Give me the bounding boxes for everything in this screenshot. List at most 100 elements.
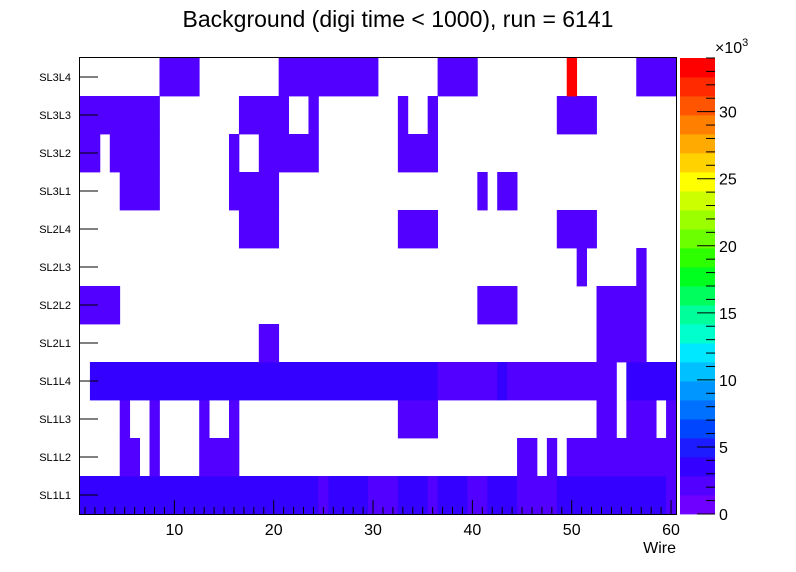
heatmap-cell-sl1l3-wire-56 [626,400,657,439]
color-scale-swatch [680,77,715,97]
x-tick-label-50: 50 [563,522,581,539]
color-scale-swatch [680,172,715,192]
heatmap-cell-sl1l1-wire-25 [318,476,329,515]
color-scale-swatch [680,229,715,249]
color-scale-label-30: 30 [719,105,737,122]
color-scale-swatch [680,248,715,268]
plot-frame [79,57,677,515]
color-scale-swatch [680,495,715,515]
x-axis-title: Wire [643,540,676,557]
color-scale-swatch [680,324,715,344]
color-scale-swatch [680,58,715,78]
heatmap-cell-sl1l1-wire-1 [80,476,319,515]
y-tick-label-sl2l3: SL2L3 [39,262,71,274]
heatmap-cell-sl3l1-wire-5 [119,172,160,211]
color-scale-swatch [680,153,715,173]
heatmap-cell-sl3l3-wire-36 [427,96,438,135]
heatmap-cell-sl1l2-wire-45 [517,438,538,477]
y-tick-label-sl1l3: SL1L3 [39,414,71,426]
heatmap-cell-sl1l2-wire-50 [566,438,677,477]
heatmap-cell-sl3l4-wire-9 [159,58,200,97]
heatmap-cell-sl3l3-wire-17 [238,96,289,135]
heatmap-cell-sl1l1-wire-40 [467,476,488,515]
color-scale-label-15: 15 [719,306,737,323]
heatmap-cell-sl3l3-wire-33 [397,96,409,135]
chart-title: Background (digi time < 1000), run = 614… [183,6,614,32]
heatmap-cell-sl1l3-wire-33 [397,400,438,439]
heatmap-cell-sl3l3-wire-24 [308,96,319,135]
heatmap-cell-sl1l4-wire-37 [437,362,498,401]
heatmap-cell-sl2l2-wire-41 [477,286,518,325]
x-tick-label-40: 40 [463,522,481,539]
color-scale-label-5: 5 [719,440,728,457]
heatmap-cell-sl2l1-wire-19 [258,324,280,363]
color-scale-swatch [680,267,715,287]
heatmap-cell-sl1l1-wire-45 [517,476,558,515]
heatmap-cell-sl3l3-wire-49 [556,96,597,135]
y-tick-label-sl1l1: SL1L1 [39,490,71,502]
y-tick-label-sl2l2: SL2L2 [39,300,71,312]
heatmap-cell-sl1l1-wire-26 [328,476,369,515]
y-tick-label-sl3l1: SL3L1 [39,186,71,198]
heatmap-cell-sl3l4-wire-21 [278,58,379,97]
heatmap-cell-sl1l3-wire-16 [229,400,240,439]
heatmap-cell-sl3l2-wire-19 [258,134,319,173]
x-tick-label-30: 30 [364,522,382,539]
color-scale-exponent-base: ×10 [715,40,742,57]
y-tick-label-sl1l2: SL1L2 [39,452,71,464]
color-scale-swatch [680,438,715,458]
color-scale-swatch [680,191,715,211]
heatmap-cell-sl2l4-wire-49 [556,210,597,249]
heatmap-cell-sl2l4-wire-17 [238,210,280,249]
y-tick-label-sl3l2: SL3L2 [39,148,71,160]
heatmap-cell-sl3l4-wire-37 [437,58,478,97]
heatmap-cell-sl3l1-wire-43 [497,172,518,211]
color-scale-swatch [680,400,715,420]
heatmap-cell-sl3l2-wire-16 [229,134,240,173]
color-scale-swatch [680,476,715,496]
x-tick-label-20: 20 [265,522,283,539]
color-scale-swatch [680,381,715,401]
heatmap-cell-sl1l4-wire-43 [497,362,508,401]
heatmap-cell-sl1l4-wire-56 [626,362,677,401]
color-scale-swatch [680,362,715,382]
color-scale-swatch [680,210,715,230]
color-scale-swatch [680,134,715,154]
color-scale-label-10: 10 [719,373,737,390]
color-scale-swatch [680,343,715,363]
heatmap-cell-sl3l1-wire-16 [229,172,280,211]
heatmap-cell-sl2l4-wire-33 [397,210,438,249]
heatmap-cell-sl1l4-wire-44 [507,362,617,401]
heatmap-cell-sl1l3-wire-8 [149,400,160,439]
y-tick-label-sl3l4: SL3L4 [39,72,71,84]
color-scale-label-0: 0 [719,507,728,524]
y-tick-label-sl1l4: SL1L4 [39,376,71,388]
x-tick-label-60: 60 [662,522,680,539]
heatmap-cell-sl3l4-wire-57 [636,58,677,97]
color-scale-label-25: 25 [719,172,737,189]
heatmap-cell-sl3l2-wire-33 [397,134,438,173]
x-tick-label-10: 10 [165,522,183,539]
heatmap-cell-sl1l2-wire-8 [149,438,160,477]
heatmap-cell-sl2l1-wire-53 [596,324,647,363]
heatmap-cell-sl3l4-wire-50 [566,58,578,97]
heatmap-cell-sl2l2-wire-53 [596,286,647,325]
heatmap-cell-sl1l3-wire-60 [666,400,677,439]
color-scale-swatch [680,457,715,477]
heatmap-cell-sl1l1-wire-36 [427,476,438,515]
color-scale-swatch [680,96,715,116]
color-scale: 0 5 10 15 20 25 30 [680,57,737,524]
heatmap-cell-sl2l3-wire-57 [636,248,647,287]
color-scale-swatch [680,286,715,306]
color-scale-swatch [680,305,715,325]
heatmap-cell-sl1l3-wire-13 [199,400,210,439]
color-scale-exponent: ×103 [715,37,748,57]
y-axis: SL1L1 SL1L2 SL1L3 SL1L4 SL2L1 SL2L2 SL2L3 SL2L4… [39,72,98,502]
heatmap-cell-sl2l3-wire-51 [576,248,587,287]
y-tick-label-sl2l4: SL2L4 [39,224,71,236]
x-axis: 10 20 30 40 50 60 [84,500,680,539]
heatmap-cell-sl1l2-wire-13 [199,438,240,477]
color-scale-label-20: 20 [719,239,737,256]
heatmap-cell-sl1l2-wire-48 [546,438,558,477]
